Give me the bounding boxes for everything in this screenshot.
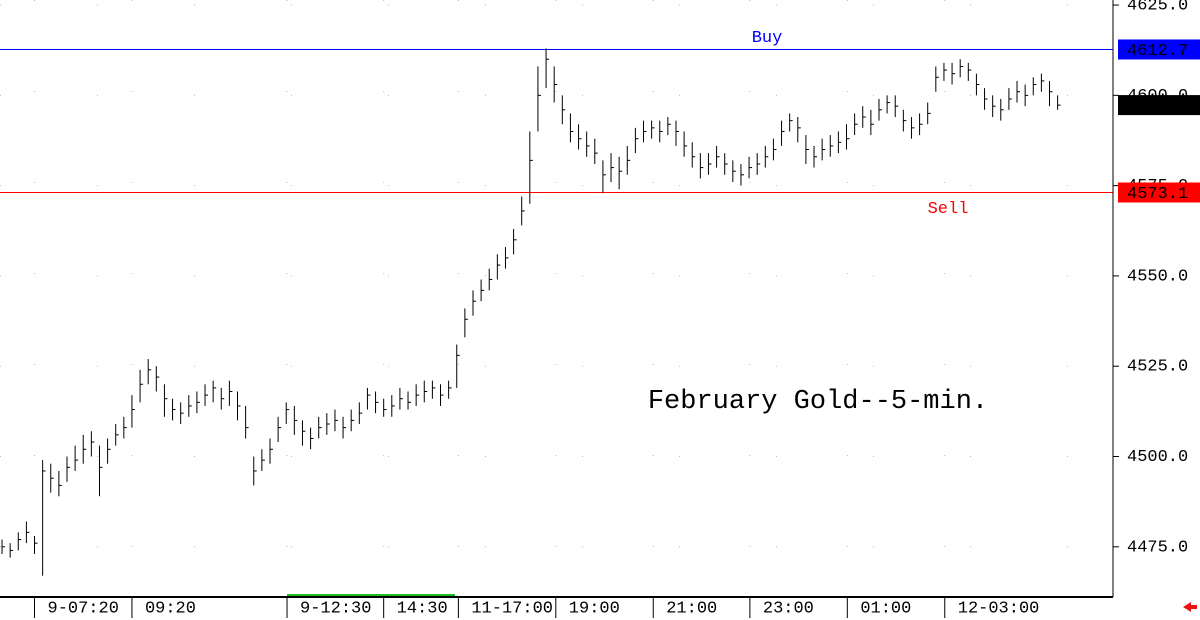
x-tick-label: 23:00 — [763, 599, 814, 618]
x-tick-label: 9-07:20 — [48, 599, 119, 618]
x-tick-label: 01:00 — [860, 599, 911, 618]
y-tick-label: 4525.0 — [1127, 358, 1188, 377]
level-price-box — [1118, 182, 1200, 203]
y-tick-label: 4625.0 — [1127, 0, 1188, 16]
last-price-box — [1118, 95, 1200, 116]
y-tick-label: 4475.0 — [1127, 538, 1188, 557]
level-price-label: 4612.7 — [1127, 42, 1188, 61]
scroll-arrow[interactable] — [1183, 602, 1197, 612]
x-tick-label: 12-03:00 — [958, 599, 1040, 618]
level-label: Buy — [752, 29, 783, 48]
x-tick-label: 11-17:00 — [471, 599, 553, 618]
level-label: Sell — [928, 200, 969, 219]
x-tick-label: 19:00 — [569, 599, 620, 618]
chart-annotation: February Gold--5-min. — [648, 387, 988, 417]
y-tick-label: 4500.0 — [1127, 448, 1188, 467]
last-price-label: 4597.3 — [1127, 98, 1188, 117]
x-tick-label: 14:30 — [397, 599, 448, 618]
x-tick-label: 9-12:30 — [300, 599, 371, 618]
y-tick-label: 4550.0 — [1127, 267, 1188, 286]
level-price-label: 4573.1 — [1127, 185, 1188, 204]
x-tick-label: 09:20 — [145, 599, 196, 618]
level-price-box — [1118, 39, 1200, 60]
x-tick-label: 21:00 — [666, 599, 717, 618]
